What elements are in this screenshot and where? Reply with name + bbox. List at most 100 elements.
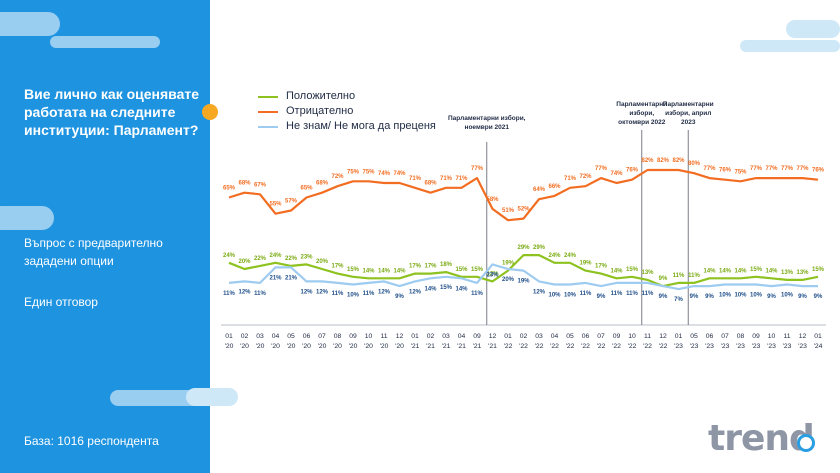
data-label-dontknow: 10% bbox=[719, 293, 732, 299]
data-label-negative: 77% bbox=[796, 166, 809, 172]
data-label-negative: 57% bbox=[285, 199, 298, 205]
data-label-dontknow: 11% bbox=[223, 291, 235, 297]
data-label-negative: 55% bbox=[269, 202, 282, 208]
x-tick-label: '23 bbox=[752, 343, 761, 350]
data-label-positive: 29% bbox=[517, 245, 530, 251]
data-label-negative: 76% bbox=[812, 168, 825, 174]
election-annotation-text: ноември 2021 bbox=[465, 124, 510, 131]
data-label-positive: 20% bbox=[238, 259, 251, 265]
x-tick-label: 01 bbox=[675, 333, 683, 340]
data-label-dontknow: 20% bbox=[502, 277, 515, 283]
data-label-negative: 66% bbox=[548, 184, 561, 190]
x-tick-label: 11 bbox=[783, 333, 790, 340]
data-label-negative: 75% bbox=[362, 169, 375, 175]
x-tick-label: 06 bbox=[706, 333, 714, 340]
data-label-dontknow: 12% bbox=[316, 289, 329, 295]
x-tick-label: '24 bbox=[814, 343, 823, 350]
data-label-negative: 71% bbox=[564, 176, 577, 182]
question-type: Въпрос с предварително зададени опции bbox=[24, 236, 163, 268]
x-tick-label: 02 bbox=[427, 333, 435, 340]
decorative-cloud bbox=[740, 40, 840, 52]
data-label-positive: 17% bbox=[424, 264, 437, 270]
data-label-negative: 68% bbox=[424, 181, 437, 187]
data-label-negative: 58% bbox=[486, 197, 499, 203]
x-tick-label: 01 bbox=[411, 333, 419, 340]
data-label-negative: 52% bbox=[517, 207, 530, 213]
data-label-negative: 67% bbox=[254, 182, 267, 188]
data-label-negative: 72% bbox=[579, 174, 592, 180]
x-tick-label: 04 bbox=[272, 333, 280, 340]
x-tick-label: '23 bbox=[798, 343, 807, 350]
x-tick-label: 11 bbox=[380, 333, 387, 340]
x-tick-label: '20 bbox=[333, 343, 342, 350]
data-label-negative: 65% bbox=[223, 186, 236, 192]
data-label-positive: 22% bbox=[254, 256, 267, 262]
data-label-positive: 19% bbox=[502, 261, 515, 267]
x-tick-label: '20 bbox=[256, 343, 265, 350]
data-label-dontknow: 9% bbox=[690, 294, 699, 300]
data-label-dontknow: 12% bbox=[300, 289, 313, 295]
election-annotation-text: Парламентарни bbox=[663, 101, 714, 108]
data-label-dontknow: 10% bbox=[781, 293, 794, 299]
x-tick-label: 04 bbox=[551, 333, 559, 340]
x-tick-label: '23 bbox=[705, 343, 714, 350]
data-label-positive: 13% bbox=[641, 270, 654, 276]
x-tick-label: '21 bbox=[426, 343, 435, 350]
data-label-dontknow: 9% bbox=[798, 294, 807, 300]
data-label-dontknow: 21% bbox=[269, 275, 282, 281]
data-label-dontknow: 11% bbox=[363, 291, 375, 297]
data-label-positive: 15% bbox=[455, 267, 468, 273]
series-line-negative bbox=[228, 168, 819, 222]
election-annotation-text: октомври 2022 bbox=[618, 119, 666, 126]
data-label-dontknow: 11% bbox=[580, 291, 592, 297]
data-label-negative: 65% bbox=[300, 186, 313, 192]
election-annotation-text: Парламентарни bbox=[616, 101, 667, 108]
decorative-cloud bbox=[50, 36, 160, 48]
decorative-cloud bbox=[0, 206, 54, 230]
x-tick-label: 12 bbox=[489, 333, 497, 340]
answer-type: Един отговор bbox=[24, 295, 98, 309]
data-label-dontknow: 14% bbox=[455, 286, 468, 292]
data-label-positive: 13% bbox=[796, 270, 809, 276]
x-tick-label: 08 bbox=[737, 333, 745, 340]
data-label-negative: 82% bbox=[672, 158, 685, 164]
data-label-positive: 14% bbox=[610, 268, 623, 274]
x-tick-label: 07 bbox=[318, 333, 326, 340]
legend-label: Положително bbox=[286, 90, 356, 102]
data-label-positive: 24% bbox=[548, 253, 561, 259]
sidebar-panel: Вие лично как оценявате работата на след… bbox=[0, 0, 210, 473]
data-label-negative: 71% bbox=[409, 176, 422, 182]
x-tick-label: 12 bbox=[799, 333, 807, 340]
data-label-dontknow: 10% bbox=[734, 293, 747, 299]
data-label-positive: 14% bbox=[734, 268, 747, 274]
x-tick-label: '20 bbox=[395, 343, 404, 350]
election-annotation-text: избори, април bbox=[665, 109, 711, 117]
data-label-negative: 68% bbox=[238, 181, 251, 187]
x-tick-label: 02 bbox=[241, 333, 249, 340]
data-label-dontknow: 21% bbox=[285, 275, 298, 281]
x-tick-label: '20 bbox=[318, 343, 327, 350]
x-tick-label: '20 bbox=[240, 343, 249, 350]
data-label-positive: 14% bbox=[393, 268, 406, 274]
data-label-positive: 22% bbox=[285, 256, 298, 262]
legend-label: Отрицателно bbox=[286, 105, 354, 117]
data-label-dontknow: 9% bbox=[659, 294, 668, 300]
x-tick-label: '21 bbox=[411, 343, 420, 350]
data-label-positive: 18% bbox=[440, 262, 453, 268]
data-label-positive: 14% bbox=[362, 268, 375, 274]
x-tick-label: '20 bbox=[271, 343, 280, 350]
x-tick-label: '20 bbox=[302, 343, 311, 350]
data-label-positive: 24% bbox=[564, 253, 577, 259]
data-label-dontknow: 10% bbox=[750, 293, 763, 299]
x-tick-label: 06 bbox=[582, 333, 590, 340]
x-tick-label: 01 bbox=[225, 333, 233, 340]
x-tick-label: '22 bbox=[597, 343, 606, 350]
data-label-dontknow: 12% bbox=[409, 289, 422, 295]
data-label-dontknow: 10% bbox=[564, 293, 577, 299]
x-tick-label: '20 bbox=[349, 343, 358, 350]
x-tick-label: 06 bbox=[303, 333, 311, 340]
data-label-positive: 24% bbox=[223, 253, 236, 259]
data-label-positive: 19% bbox=[579, 261, 592, 267]
data-label-negative: 74% bbox=[610, 171, 623, 177]
trend-logo: trend bbox=[708, 418, 815, 459]
